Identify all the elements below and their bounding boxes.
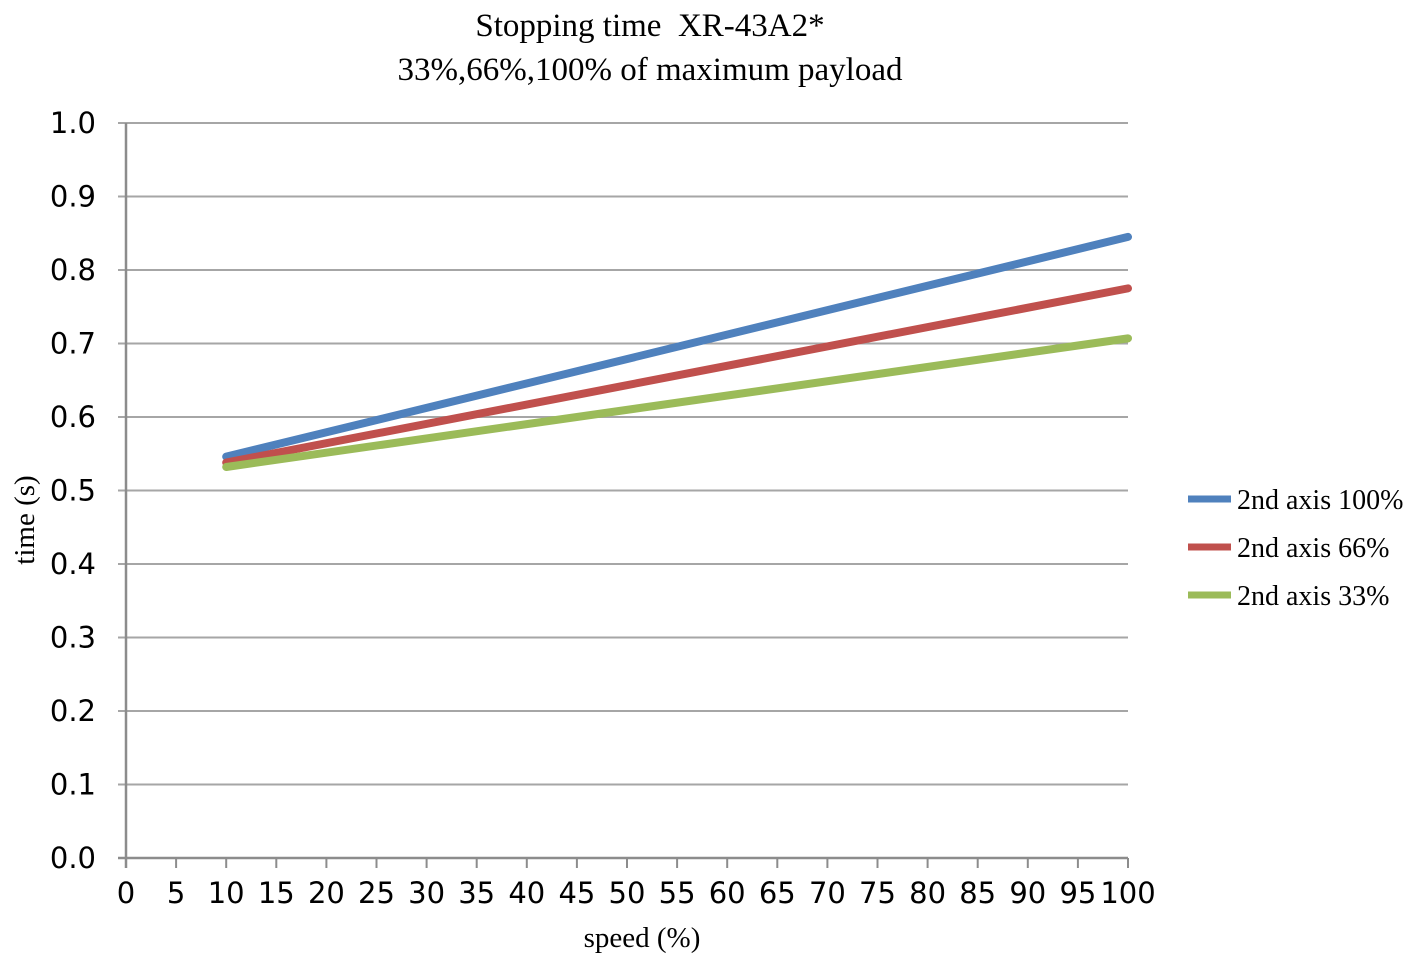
x-tick-label-25: 25	[358, 876, 395, 910]
x-tick-label-75: 75	[859, 876, 896, 910]
x-tick-label-70: 70	[809, 876, 846, 910]
x-tick-label-15: 15	[258, 876, 295, 910]
x-tick-label-60: 60	[709, 876, 746, 910]
y-tick-label-0.9: 0.9	[50, 180, 96, 214]
y-tick-label-0.0: 0.0	[50, 841, 96, 875]
x-tick-label-85: 85	[959, 876, 996, 910]
x-tick-label-55: 55	[659, 876, 696, 910]
x-tick-label-40: 40	[508, 876, 545, 910]
series-line-2nd-axis-66-	[222, 284, 1132, 467]
y-tick-label-0.4: 0.4	[50, 547, 96, 581]
y-tick-label-1.0: 1.0	[50, 106, 96, 140]
chart-subtitle: 33%,66%,100% of maximum payload	[397, 52, 903, 88]
y-tick-label-0.8: 0.8	[50, 253, 96, 287]
x-tick-label-45: 45	[558, 876, 595, 910]
x-tick-label-65: 65	[759, 876, 796, 910]
y-axis-title: time (s)	[9, 475, 41, 565]
x-tick-label-0: 0	[117, 876, 135, 910]
x-tick-label-90: 90	[1009, 876, 1046, 910]
x-tick-label-100: 100	[1100, 876, 1155, 910]
y-tick-label-0.3: 0.3	[50, 621, 96, 655]
y-tick-label-0.1: 0.1	[50, 768, 96, 802]
x-axis-title: speed (%)	[583, 922, 701, 954]
x-tick-label-20: 20	[308, 876, 345, 910]
series-line-2nd-axis-33-	[222, 334, 1132, 471]
y-tick-label-0.5: 0.5	[50, 474, 96, 508]
x-tick-label-50: 50	[609, 876, 646, 910]
x-tick-label-80: 80	[909, 876, 946, 910]
legend-label-2nd-axis-33-: 2nd axis 33%	[1237, 581, 1389, 612]
legend-label-2nd-axis-100-: 2nd axis 100%	[1237, 485, 1403, 516]
chart-title: Stopping time XR-43A2*	[475, 8, 825, 44]
x-tick-label-30: 30	[408, 876, 445, 910]
x-tick-label-95: 95	[1059, 876, 1096, 910]
x-tick-label-5: 5	[167, 876, 185, 910]
x-tick-label-10: 10	[208, 876, 245, 910]
legend-label-2nd-axis-66-: 2nd axis 66%	[1237, 533, 1389, 564]
y-tick-label-0.7: 0.7	[50, 327, 96, 361]
x-tick-label-35: 35	[458, 876, 495, 910]
y-tick-label-0.6: 0.6	[50, 400, 96, 434]
y-tick-label-0.2: 0.2	[50, 694, 96, 728]
series-line-2nd-axis-100-	[222, 232, 1132, 461]
